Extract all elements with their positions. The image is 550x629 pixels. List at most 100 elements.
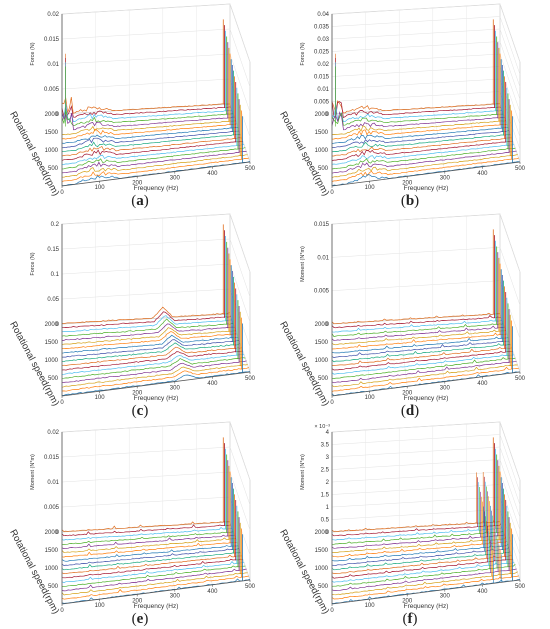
caption-text: (e) [131, 611, 149, 627]
z-tick-label: 0.015 [44, 455, 60, 461]
series-line [61, 554, 242, 574]
panel-d: 0 0.005 0.01 0.015 Moment (N*m) 0 100 200 300 400… [277, 213, 540, 420]
series-line [61, 561, 245, 583]
series-line [61, 315, 233, 333]
side-gridline [499, 16, 521, 75]
series-line [61, 578, 251, 604]
series-line [62, 323, 235, 341]
side-gridline [499, 247, 521, 306]
floor-gridline [432, 525, 446, 590]
back-gridline [331, 509, 501, 520]
series-line [331, 547, 510, 566]
series-line [332, 137, 512, 157]
y-tick-label: 2000 [45, 112, 59, 118]
floor-gridline [398, 109, 408, 177]
z-axis-label: Force (N) [300, 42, 306, 65]
series-line [61, 127, 239, 144]
x-tick-label: 400 [207, 589, 218, 595]
x-tick-label: 0 [330, 400, 334, 406]
back-gridline [61, 53, 231, 65]
x-tick-label: 0 [330, 608, 334, 614]
x-axis-label: Frequency (Hz) [134, 185, 179, 192]
y-tick-label: 500 [318, 584, 329, 590]
floor-gridline [162, 107, 176, 172]
z-tick-label: 0.005 [44, 505, 60, 511]
side-gridline [499, 28, 521, 88]
series-line [61, 575, 249, 600]
caption-letter: a [136, 193, 144, 209]
caption-letter: b [405, 193, 415, 209]
x-axis-label: Frequency (Hz) [404, 395, 449, 402]
series-line [331, 154, 518, 178]
series-line [331, 364, 518, 388]
floor-gridline [432, 317, 446, 382]
caption-letter: f [407, 611, 413, 627]
z-tick-label: 1 [326, 505, 330, 511]
series-line [61, 103, 233, 122]
caption-b: (b) [280, 193, 540, 210]
x-tick-label: 100 [365, 395, 376, 401]
z-tick-label: 0 [326, 322, 330, 328]
x-tick-label: 0 [330, 190, 334, 196]
x-tick-label: 300 [440, 386, 451, 392]
caption-text: (d) [400, 403, 420, 419]
series-line [331, 537, 507, 553]
z-tick-label: 4 [326, 430, 330, 436]
floor-gridline [196, 105, 213, 167]
y-tick-label: 1000 [45, 566, 59, 572]
series-line [331, 147, 516, 170]
series-line [61, 534, 235, 549]
back-gridline [61, 78, 231, 90]
y-tick-label: 1500 [45, 130, 59, 136]
series-line [331, 554, 512, 574]
x-tick-label: 300 [170, 176, 181, 182]
series-line [331, 350, 513, 371]
series-line [61, 364, 248, 388]
z-tick-label: 0.035 [314, 25, 330, 31]
caption-f: (f) [280, 611, 540, 628]
caption-a: (a) [10, 193, 270, 210]
back-gridline [61, 28, 231, 40]
series-line [61, 541, 238, 558]
series-line [61, 306, 231, 324]
side-gridline [499, 3, 521, 63]
side-gridline [229, 446, 251, 506]
series-line [61, 572, 248, 596]
floor-gridline [466, 105, 483, 167]
back-gridline [61, 3, 231, 15]
caption-text: (b) [400, 193, 420, 209]
series-line [331, 124, 508, 140]
side-gridline [499, 213, 521, 273]
series-line [61, 130, 240, 149]
x-tick-label: 400 [477, 381, 488, 387]
floor-gridline [128, 109, 138, 177]
series-line [61, 558, 243, 579]
back-gridline [331, 28, 501, 40]
back-gridline [61, 213, 231, 225]
series-line [61, 311, 232, 329]
caption-letter: d [405, 403, 415, 419]
series-line [61, 151, 247, 174]
floor-gridline [95, 529, 100, 600]
z-tick-label: 0.01 [47, 62, 59, 68]
series-line [61, 527, 233, 541]
z-axis-label: Moment (N*m) [300, 246, 306, 282]
caption-c: (c) [10, 403, 270, 420]
series-line [61, 134, 241, 153]
z-tick-label: 0 [326, 112, 330, 118]
side-gridline [229, 53, 251, 113]
x-axis [331, 161, 521, 187]
floor-gridline [162, 525, 176, 590]
z-tick-label: 0.02 [47, 430, 59, 436]
y-tick-label: 500 [318, 376, 329, 382]
floor-gridline [128, 527, 138, 595]
back-wall [331, 213, 501, 325]
floor-gridline [128, 319, 138, 387]
series-line [61, 334, 239, 354]
back-gridline [331, 53, 501, 65]
z-tick-label: 0.5 [321, 518, 330, 524]
z-tick-label: 0.01 [47, 480, 59, 486]
z-tick-label: 0.05 [47, 297, 59, 303]
back-gridline [331, 446, 501, 458]
back-gridline [331, 3, 501, 15]
